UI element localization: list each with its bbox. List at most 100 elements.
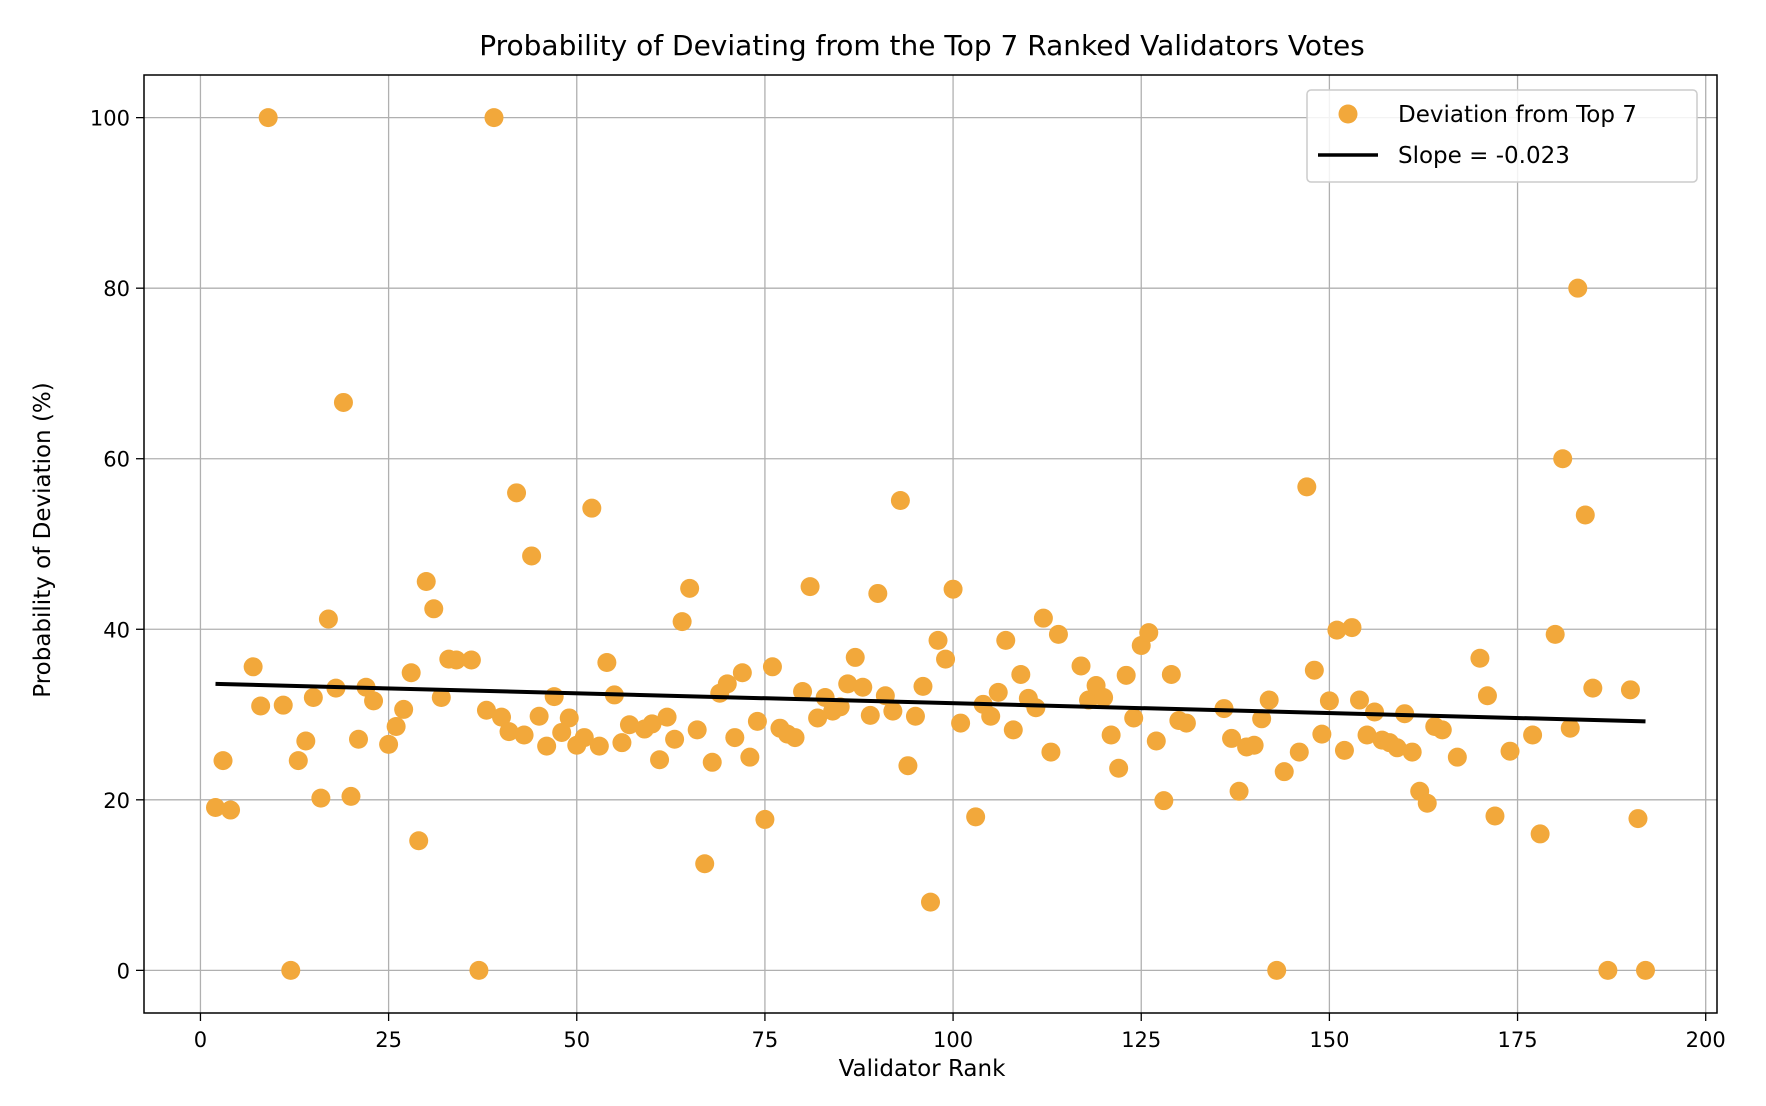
data-point: [740, 747, 760, 767]
data-point: [1124, 708, 1144, 728]
data-point: [1583, 678, 1603, 698]
data-point: [1545, 624, 1565, 644]
data-point: [1048, 624, 1068, 644]
data-point: [913, 676, 933, 696]
data-point: [717, 674, 737, 694]
data-point: [552, 722, 572, 742]
x-tick-label: 75: [752, 1028, 779, 1052]
data-point: [1011, 664, 1031, 684]
data-point: [1109, 758, 1129, 778]
x-tick-label: 150: [1309, 1028, 1349, 1052]
data-point: [1116, 665, 1136, 685]
data-point: [431, 687, 451, 707]
data-point: [303, 687, 323, 707]
x-axis-label: Validator Rank: [839, 1056, 1007, 1082]
data-point: [890, 491, 910, 511]
y-tick-label: 60: [103, 448, 130, 472]
data-point: [981, 706, 1001, 726]
data-point: [860, 705, 880, 725]
y-tick-label: 20: [103, 789, 130, 813]
data-point: [221, 800, 241, 820]
data-point: [845, 647, 865, 667]
legend-label-line: Slope = -0.023: [1398, 143, 1570, 169]
data-point: [559, 708, 579, 728]
data-point: [1289, 742, 1309, 762]
data-point: [672, 612, 692, 632]
x-tick-label: 100: [933, 1028, 973, 1052]
y-tick-label: 0: [117, 959, 130, 983]
data-point: [364, 691, 384, 711]
data-point: [1274, 762, 1294, 782]
data-point: [574, 728, 594, 748]
data-point: [1447, 747, 1467, 767]
data-point: [386, 716, 406, 736]
data-point: [1470, 648, 1490, 668]
data-point: [1350, 690, 1369, 710]
data-point: [597, 653, 617, 673]
data-point: [1071, 656, 1091, 676]
data-point: [1598, 960, 1618, 980]
data-point: [296, 731, 316, 751]
data-point: [793, 682, 813, 702]
data-point: [1327, 620, 1347, 640]
data-point: [281, 960, 301, 980]
data-point: [1402, 742, 1422, 762]
data-point: [476, 700, 496, 720]
data-point: [755, 809, 775, 829]
data-point: [537, 736, 557, 756]
x-axis-ticks: 0 25 50 75 100 125 150 175 200: [194, 1013, 1726, 1052]
data-point: [619, 715, 639, 735]
data-point: [642, 714, 662, 734]
data-point: [1229, 781, 1249, 801]
data-point: [1620, 680, 1640, 700]
data-points: [206, 108, 1655, 980]
data-point: [394, 699, 414, 719]
data-point: [996, 630, 1016, 650]
data-point: [1568, 278, 1588, 298]
data-point: [650, 750, 670, 770]
x-tick-label: 50: [563, 1028, 590, 1052]
data-point: [1161, 664, 1181, 684]
data-point: [499, 722, 519, 742]
data-point: [1485, 806, 1505, 826]
data-point: [808, 708, 828, 728]
data-point: [1252, 709, 1272, 729]
data-point: [1560, 718, 1580, 738]
data-point: [288, 751, 308, 771]
data-point: [258, 108, 278, 128]
data-point: [921, 892, 940, 912]
data-point: [514, 725, 534, 745]
data-point: [1575, 505, 1595, 525]
grid-lines: [144, 75, 1717, 1013]
data-point: [1477, 686, 1497, 706]
data-point: [1334, 740, 1354, 760]
data-point: [687, 720, 707, 740]
data-point: [1628, 809, 1648, 829]
data-point: [1523, 725, 1543, 745]
data-point: [898, 756, 918, 776]
data-point: [1154, 791, 1174, 811]
data-point: [928, 630, 948, 650]
data-point: [213, 751, 233, 771]
x-tick-label: 200: [1686, 1028, 1726, 1052]
data-point: [333, 392, 353, 412]
data-point: [1304, 660, 1324, 680]
data-point: [522, 546, 542, 566]
data-point: [251, 696, 271, 716]
data-point: [424, 599, 444, 619]
data-point: [243, 657, 263, 677]
legend-marker-scatter: [1338, 104, 1358, 124]
data-point: [695, 854, 715, 874]
y-tick-label: 40: [103, 618, 130, 642]
data-point: [311, 788, 331, 808]
y-tick-label: 100: [90, 107, 130, 131]
x-tick-label: 0: [194, 1028, 207, 1052]
data-point: [1365, 702, 1385, 722]
data-point: [1094, 687, 1114, 707]
x-tick-label: 25: [375, 1028, 402, 1052]
data-point: [1312, 724, 1332, 744]
data-point: [943, 579, 963, 599]
data-point: [800, 577, 820, 597]
data-point: [1297, 477, 1317, 497]
